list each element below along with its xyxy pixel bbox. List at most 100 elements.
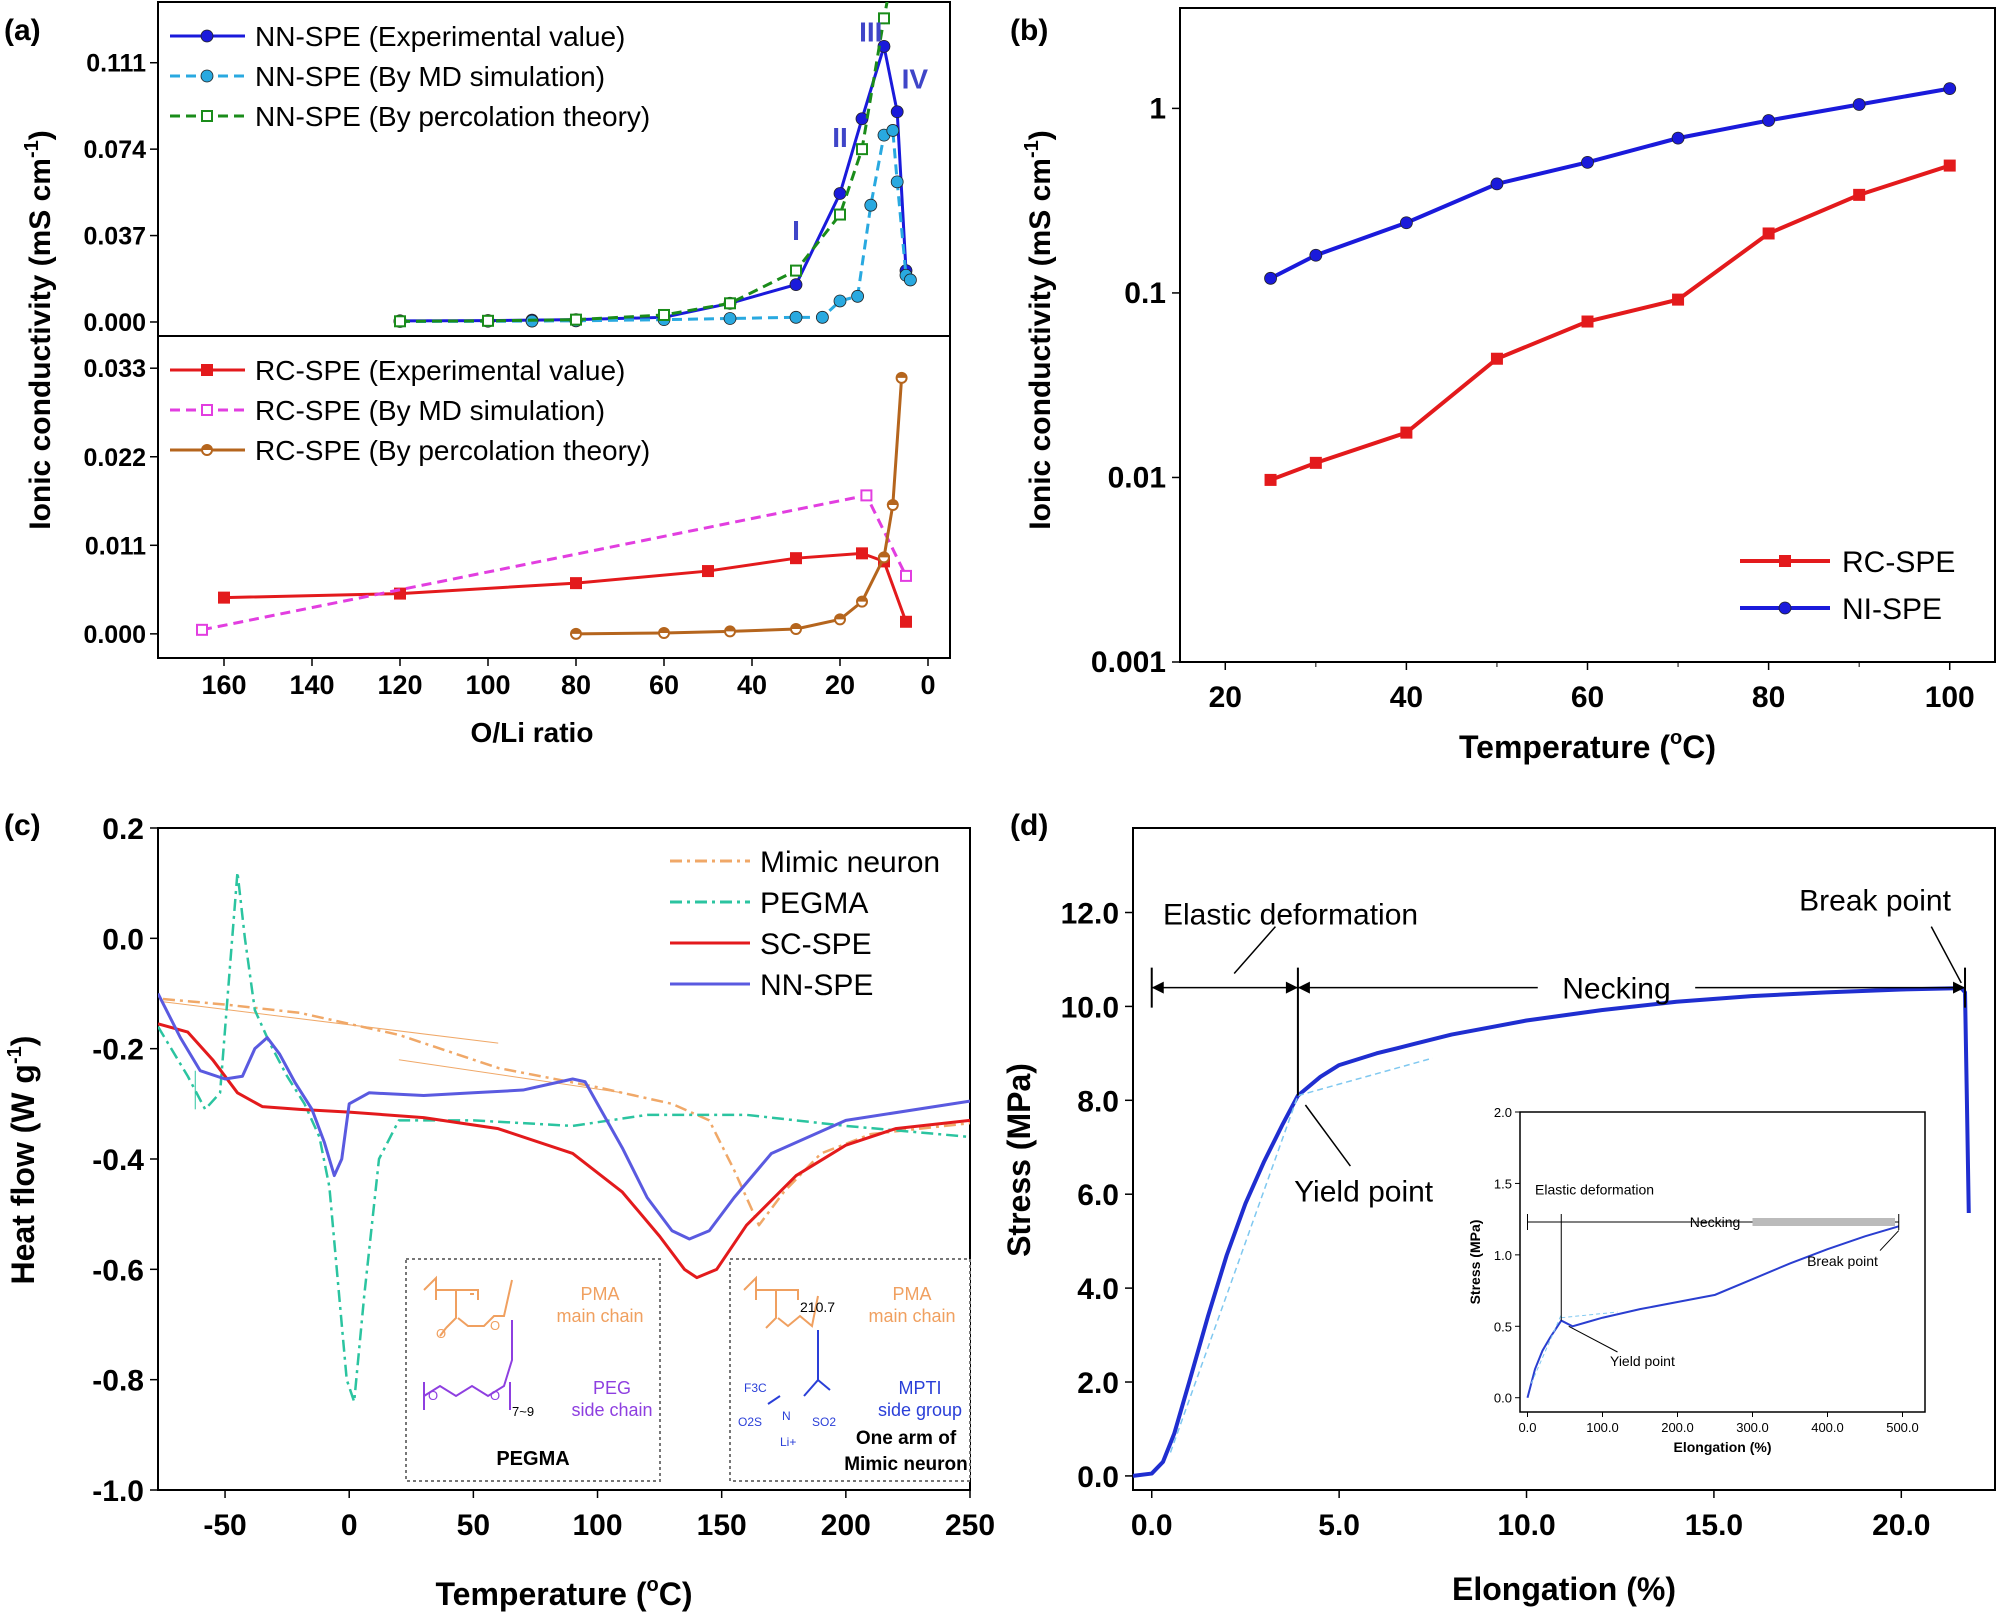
legend-marker <box>1779 555 1791 567</box>
x-tick-label: 50 <box>457 1509 490 1542</box>
tangent-line <box>1297 1057 1434 1097</box>
series-line <box>1269 163 1951 482</box>
data-point <box>904 273 917 287</box>
x-tick-label: 100 <box>1925 681 1975 714</box>
y-tick-label: 0.033 <box>83 355 146 383</box>
data-point-half <box>791 624 801 630</box>
series-line <box>162 997 970 1227</box>
panel-label-b: (b) <box>1010 14 1048 47</box>
y-tick-label: 0.000 <box>83 621 146 649</box>
inset-tangent <box>1530 1314 1562 1384</box>
x-tick-label: 10.0 <box>1497 1509 1555 1542</box>
data-point <box>790 552 802 565</box>
inset-y-tick-label: 0.5 <box>1494 1319 1512 1334</box>
region-annotation: II <box>832 122 848 153</box>
data-point <box>900 615 912 628</box>
data-point <box>1400 426 1413 439</box>
y-tick-label: 0.111 <box>86 50 146 78</box>
x-tick-label: 100 <box>572 1509 622 1542</box>
inset-text: main chain <box>868 1306 955 1326</box>
annotation-break: Break point <box>1799 884 1951 917</box>
data-point <box>723 312 737 325</box>
data-point <box>1943 82 1957 96</box>
y-tick-label: 10.0 <box>1061 991 1119 1024</box>
arrow-head <box>1297 981 1310 994</box>
legend-entry: NN-SPE <box>760 969 873 1002</box>
data-point <box>890 105 904 119</box>
data-point <box>833 187 847 200</box>
data-point <box>1762 227 1775 240</box>
series-line <box>399 45 908 323</box>
data-point-half <box>571 628 581 634</box>
mpti-label: SO2 <box>812 1415 836 1429</box>
legend-entry: PEGMA <box>760 887 868 920</box>
pegma-o2: O <box>490 1318 500 1333</box>
x-tick-label: 0 <box>920 670 935 700</box>
inset-leader <box>1879 1230 1900 1251</box>
data-point <box>1490 177 1504 191</box>
data-point <box>886 124 900 137</box>
chart-panel-a: 160 140 120 100 80 60 40 20 0 O/Li ratio Ionic con… <box>21 1 951 748</box>
y-tick-label: 0.1 <box>1124 277 1166 310</box>
x-axis-label: Temperature (oC) <box>436 1574 693 1612</box>
subplot-bottom <box>196 371 912 640</box>
legend-marker <box>200 29 214 43</box>
y-axis-label-sup: -1 <box>21 140 43 158</box>
data-point-half <box>879 552 889 558</box>
inset-x-tick-label: 0.0 <box>1518 1420 1536 1435</box>
series-line <box>223 551 908 623</box>
series-line <box>158 992 970 1241</box>
x-tick-label: 150 <box>697 1509 747 1542</box>
series-line <box>1269 86 1951 281</box>
series-line <box>575 377 904 636</box>
legend-marker-half <box>202 445 212 450</box>
peg-chain <box>423 1320 513 1410</box>
inset-x-tick-label: 300.0 <box>1736 1420 1769 1435</box>
data-point <box>570 313 582 326</box>
data-point <box>890 175 904 189</box>
y-tick-label: 0.0 <box>1077 1461 1119 1494</box>
y-tick-label: 0.074 <box>83 136 146 164</box>
annotation-yield: Yield point <box>1294 1176 1434 1209</box>
panel-label-d: (d) <box>1010 809 1048 842</box>
data-point <box>1672 293 1685 306</box>
y-tick-label: -0.2 <box>92 1034 144 1067</box>
data-point <box>851 289 864 303</box>
inset-annotation-yield: Yield point <box>1610 1353 1675 1369</box>
data-point <box>900 569 912 582</box>
inset-text: main chain <box>556 1306 643 1326</box>
inset-title: Mimic neuron <box>844 1454 968 1475</box>
legend-entry: RC-SPE (By MD simulation) <box>255 395 605 426</box>
data-point <box>482 314 494 327</box>
x-axis-label-end: C) <box>1682 729 1716 765</box>
annotation-leader <box>1930 926 1962 984</box>
x-tick-label: 15.0 <box>1685 1509 1743 1542</box>
y-axis-label: Heat flow (W g-1) <box>4 1036 41 1285</box>
legend-entry: RC-SPE (By percolation theory) <box>255 435 650 466</box>
series-line <box>399 2 889 323</box>
inset-y-tick-label: 1.5 <box>1494 1176 1512 1191</box>
y-axis-label-sup: -1 <box>4 1046 26 1064</box>
legend-marker <box>1778 601 1792 615</box>
legend-entry: SC-SPE <box>760 928 872 961</box>
data-point <box>856 547 868 560</box>
x-tick-label: 5.0 <box>1318 1509 1360 1542</box>
data-point-half <box>725 626 735 632</box>
x-tick-label: 160 <box>201 670 246 700</box>
data-point-half <box>659 628 669 634</box>
data-point <box>864 198 878 212</box>
x-tick-label: 60 <box>649 670 679 700</box>
legend-marker <box>201 404 213 416</box>
inset-x-tick-label: 400.0 <box>1811 1420 1844 1435</box>
inset-y-axis-label: Stress (MPa) <box>1467 1220 1483 1305</box>
inset-title: PEGMA <box>496 1448 569 1470</box>
inset-text: side chain <box>571 1400 652 1420</box>
data-point-half <box>835 614 845 620</box>
peg-o1: O <box>428 1388 438 1403</box>
data-point <box>570 577 582 590</box>
x-axis-label-sup: o <box>647 1574 659 1596</box>
arrow-head <box>1285 981 1298 994</box>
legend-entry: RC-SPE <box>1842 546 1955 579</box>
mimic-ester <box>765 1290 819 1329</box>
mpti-label: F3C <box>744 1381 767 1395</box>
